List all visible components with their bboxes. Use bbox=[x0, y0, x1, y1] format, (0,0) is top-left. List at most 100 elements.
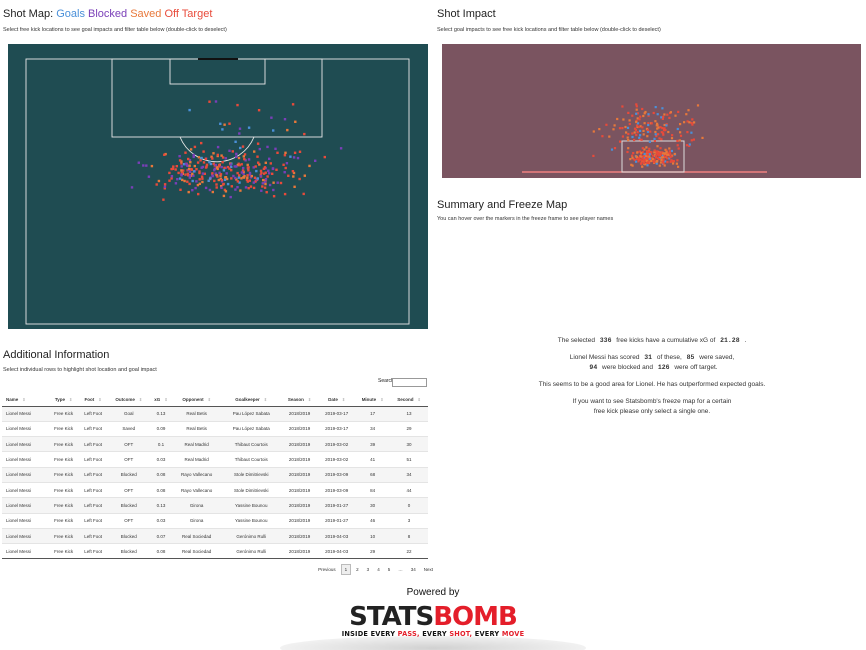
shot-marker[interactable] bbox=[188, 173, 192, 177]
shot-marker[interactable] bbox=[223, 166, 226, 170]
shot-marker[interactable] bbox=[199, 159, 202, 162]
shot-marker[interactable] bbox=[256, 155, 259, 158]
pager-page-button[interactable]: 4 bbox=[377, 567, 380, 572]
shot-marker[interactable] bbox=[245, 178, 249, 182]
shot-marker[interactable] bbox=[241, 169, 245, 172]
column-header[interactable]: Outcome ⇕ bbox=[107, 393, 151, 407]
shot-marker[interactable] bbox=[240, 177, 243, 180]
shot-marker[interactable] bbox=[224, 157, 227, 160]
shot-marker[interactable] bbox=[269, 162, 272, 165]
shot-marker[interactable] bbox=[262, 167, 266, 170]
pager-page-button[interactable]: 34 bbox=[410, 567, 416, 572]
shot-marker[interactable] bbox=[234, 140, 237, 143]
shot-marker[interactable] bbox=[174, 168, 177, 171]
shot-marker[interactable] bbox=[263, 186, 267, 189]
shot-marker[interactable] bbox=[228, 122, 231, 125]
shot-marker[interactable] bbox=[176, 178, 179, 181]
impact-marker[interactable] bbox=[644, 110, 647, 114]
shot-marker[interactable] bbox=[232, 174, 235, 178]
shot-marker[interactable] bbox=[247, 187, 250, 190]
shot-marker[interactable] bbox=[203, 172, 206, 175]
impact-marker[interactable] bbox=[687, 109, 690, 112]
impact-marker[interactable] bbox=[656, 113, 659, 116]
shot-marker[interactable] bbox=[230, 165, 233, 169]
shot-marker[interactable] bbox=[279, 181, 283, 185]
shot-marker[interactable] bbox=[172, 165, 175, 168]
statsbomb-logo[interactable]: STATSBOMB INSIDE EVERY PASS, EVERY SHOT,… bbox=[0, 604, 866, 639]
impact-marker[interactable] bbox=[654, 154, 657, 157]
shot-marker[interactable] bbox=[180, 162, 183, 165]
shot-marker[interactable] bbox=[293, 185, 296, 188]
shot-marker[interactable] bbox=[226, 182, 230, 186]
impact-marker[interactable] bbox=[656, 160, 659, 163]
impact-marker[interactable] bbox=[612, 128, 615, 131]
impact-marker[interactable] bbox=[631, 154, 634, 157]
impact-marker[interactable] bbox=[631, 156, 634, 159]
impact-marker[interactable] bbox=[627, 111, 630, 114]
shot-marker[interactable] bbox=[238, 181, 241, 184]
impact-marker[interactable] bbox=[592, 154, 595, 157]
shot-marker[interactable] bbox=[236, 186, 239, 189]
shot-marker[interactable] bbox=[236, 163, 239, 167]
shot-marker[interactable] bbox=[191, 189, 194, 192]
shot-marker[interactable] bbox=[223, 123, 226, 126]
impact-marker[interactable] bbox=[663, 113, 666, 116]
shot-marker[interactable] bbox=[236, 171, 239, 175]
impact-marker[interactable] bbox=[668, 150, 671, 153]
shot-marker[interactable] bbox=[214, 100, 218, 103]
impact-marker[interactable] bbox=[659, 147, 662, 150]
impact-marker[interactable] bbox=[653, 158, 656, 161]
legend-saved[interactable]: Saved bbox=[130, 8, 162, 20]
sort-icon[interactable]: ⇕ bbox=[22, 396, 26, 402]
impact-marker[interactable] bbox=[664, 155, 667, 158]
shot-marker[interactable] bbox=[180, 165, 183, 168]
shot-marker[interactable] bbox=[228, 167, 231, 170]
impact-marker[interactable] bbox=[669, 156, 672, 159]
shot-marker[interactable] bbox=[314, 159, 317, 162]
sort-icon[interactable]: ⇕ bbox=[69, 396, 73, 402]
shot-marker[interactable] bbox=[163, 183, 167, 186]
impact-marker[interactable] bbox=[630, 163, 633, 166]
shot-marker[interactable] bbox=[188, 159, 192, 162]
impact-marker[interactable] bbox=[621, 135, 624, 138]
shot-marker[interactable] bbox=[294, 120, 297, 123]
shot-marker[interactable] bbox=[220, 180, 224, 183]
shot-marker[interactable] bbox=[190, 168, 193, 171]
impact-marker[interactable] bbox=[624, 125, 627, 129]
impact-marker[interactable] bbox=[692, 138, 695, 141]
impact-marker[interactable] bbox=[640, 151, 643, 154]
impact-marker[interactable] bbox=[661, 127, 664, 130]
impact-marker[interactable] bbox=[634, 128, 637, 132]
column-header[interactable]: Minute ⇕ bbox=[355, 393, 391, 407]
impact-marker[interactable] bbox=[679, 131, 682, 134]
impact-marker[interactable] bbox=[676, 144, 679, 147]
shot-marker[interactable] bbox=[241, 145, 245, 148]
shot-marker[interactable] bbox=[233, 165, 236, 168]
shot-marker[interactable] bbox=[239, 189, 242, 192]
shot-marker[interactable] bbox=[214, 172, 217, 175]
shot-marker[interactable] bbox=[255, 169, 258, 173]
shot-marker[interactable] bbox=[180, 173, 183, 176]
sort-icon[interactable]: ⇕ bbox=[417, 396, 421, 402]
impact-marker[interactable] bbox=[642, 158, 646, 161]
impact-marker[interactable] bbox=[660, 138, 663, 141]
impact-marker[interactable] bbox=[662, 115, 665, 118]
impact-marker[interactable] bbox=[637, 160, 640, 163]
impact-marker[interactable] bbox=[641, 147, 644, 150]
impact-marker[interactable] bbox=[657, 126, 660, 129]
shot-marker[interactable] bbox=[250, 174, 253, 178]
impact-marker[interactable] bbox=[654, 120, 657, 123]
shot-marker[interactable] bbox=[260, 189, 263, 192]
impact-marker[interactable] bbox=[665, 149, 668, 152]
shot-marker[interactable] bbox=[175, 165, 178, 168]
impact-marker[interactable] bbox=[653, 139, 656, 142]
impact-marker[interactable] bbox=[618, 127, 622, 130]
impact-marker[interactable] bbox=[633, 127, 637, 130]
impact-marker[interactable] bbox=[646, 135, 649, 138]
impact-marker[interactable] bbox=[622, 118, 625, 121]
impact-marker[interactable] bbox=[688, 121, 691, 124]
table-row[interactable]: Lionel Messi Free Kick Left Foot OFT 0.08 Ray… bbox=[2, 481, 428, 498]
impact-marker[interactable] bbox=[632, 152, 635, 155]
shot-marker[interactable] bbox=[180, 160, 183, 163]
shot-marker[interactable] bbox=[201, 165, 205, 169]
